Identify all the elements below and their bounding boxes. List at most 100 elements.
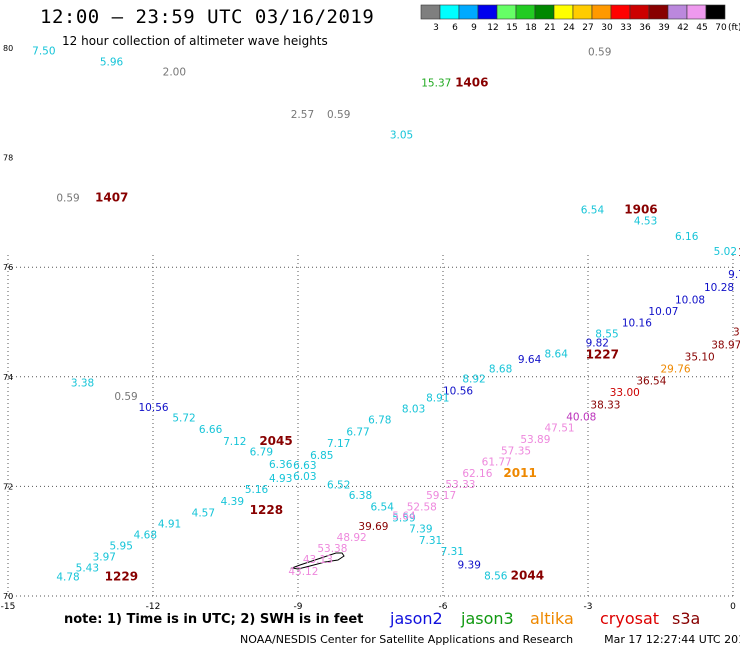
lon-tick-label: -15 [1, 602, 16, 612]
wave-height-label: 0.59 [56, 192, 79, 204]
wave-height-label: 3.38 [71, 378, 94, 390]
legend-label: 33 [620, 23, 631, 33]
lat-tick-label: 70 [3, 592, 13, 601]
wave-height-label: 4.91 [158, 519, 181, 531]
pass-time-label: 1906 [624, 202, 657, 216]
satellite-label-jason3: jason3 [461, 609, 514, 628]
lon-tick-label: -3 [584, 602, 593, 612]
wave-height-label: 10.16 [622, 317, 652, 329]
wave-height-label: 43.12 [288, 566, 318, 578]
wave-height-label: 6.36 [269, 459, 293, 471]
credit-text: NOAA/NESDIS Center for Satellite Applica… [240, 633, 574, 646]
wave-height-label: 4.68 [134, 529, 157, 541]
wave-height-label: 6.38 [349, 490, 372, 502]
legend-label: 36 [639, 23, 651, 33]
wave-height-label: 7.50 [32, 46, 55, 58]
lat-tick-label: 74 [3, 373, 13, 382]
satellite-label-jason2: jason2 [390, 609, 443, 628]
note-text: note: 1) Time is in UTC; 2) SWH is in fe… [64, 612, 364, 627]
wave-height-label: 7.17 [327, 438, 350, 450]
legend-label: 12 [487, 23, 498, 33]
wave-height-label: 2.57 [291, 109, 314, 121]
wave-height-label: 0.59 [588, 47, 611, 59]
wave-height-label: 6.79 [250, 447, 273, 459]
legend-label: 18 [525, 23, 537, 33]
legend-swatch [705, 4, 726, 20]
wave-height-label: 47.51 [545, 423, 575, 435]
wave-height-label: 6.63 [293, 460, 316, 472]
pass-time-label: 1229 [105, 570, 138, 584]
legend-label: 45 [696, 23, 707, 33]
wave-height-label: 8.64 [545, 349, 569, 361]
wave-height-label: 5.59 [392, 512, 415, 524]
wave-height-label: 6.54 [371, 502, 395, 514]
wave-height-label: 7.39 [409, 523, 432, 535]
satellite-label-cryosat: cryosat [600, 609, 660, 628]
wave-height-label: 10.28 [704, 282, 734, 294]
legend-label: 6 [452, 23, 458, 33]
satellite-label-s3a: s3a [672, 609, 701, 628]
pass-time-label: 2044 [511, 569, 544, 583]
wave-height-label: 7.12 [223, 436, 246, 448]
wave-height-label: 38.97 [711, 339, 740, 351]
wave-height-label: 38.33 [590, 400, 620, 412]
wave-height-label: 4.57 [192, 508, 215, 520]
wave-height-label: 6.54 [581, 204, 605, 216]
wave-height-label: 43.13 [303, 554, 333, 566]
wave-height-label: 9.39 [458, 560, 481, 572]
wave-height-label: 3.05 [390, 129, 413, 141]
footer-credit: NOAA/NESDIS Center for Satellite Applica… [240, 633, 740, 646]
wave-height-label: 8.03 [402, 403, 425, 415]
wave-height-label: 10.08 [675, 294, 705, 306]
wave-height-label: 5.72 [172, 413, 195, 425]
wave-height-label: 6.66 [199, 424, 223, 436]
wave-height-label: 8.91 [426, 392, 449, 404]
wave-height-label: 39.69 [358, 521, 388, 533]
pass-time-label: 1227 [586, 348, 619, 362]
satellite-label-altika: altika [530, 609, 574, 628]
wave-height-label: 9.64 [518, 354, 542, 366]
wave-height-label: 8.68 [489, 363, 512, 375]
legend-label: 15 [506, 23, 517, 33]
wave-height-label: 8.92 [462, 373, 485, 385]
legend-unit: (ft) [728, 23, 740, 33]
legend-label: 39 [658, 23, 670, 33]
wave-height-label: 35.10 [685, 351, 715, 363]
legend-label: 9 [471, 23, 477, 33]
wave-height-label: 4.93 [269, 473, 292, 485]
wave-height-label: 15.37 [421, 77, 451, 89]
wave-height-label: 3 [733, 327, 740, 339]
legend-label: 21 [544, 23, 555, 33]
wave-height-label: 4.53 [634, 215, 657, 227]
timestamp-text: Mar 17 12:27:44 UTC 2019 [604, 633, 740, 646]
wave-height-label: 61.77 [482, 457, 512, 469]
wave-height-label: 3.97 [93, 551, 116, 563]
chart-subtitle: 12 hour collection of altimeter wave hei… [62, 34, 328, 48]
wave-height-label: 62.16 [462, 468, 492, 480]
wave-height-label: 6.03 [293, 471, 316, 483]
wave-height-label: 0.59 [114, 391, 137, 403]
lon-tick-label: 0 [730, 602, 736, 612]
wave-height-label: 57.35 [501, 446, 531, 458]
wave-height-label: 10.07 [648, 306, 678, 318]
pass-time-label: 1406 [455, 75, 488, 89]
wave-height-label: 29.76 [661, 363, 691, 375]
wave-height-label: 53.33 [445, 479, 475, 491]
wave-height-label: 4.39 [221, 496, 244, 508]
wave-height-label: 5.16 [245, 484, 269, 496]
wave-height-label: 5.95 [110, 540, 133, 552]
pass-time-label: 1407 [95, 190, 128, 204]
wave-height-label: 0.59 [327, 109, 350, 121]
wave-height-label: 5.02 [714, 246, 737, 258]
legend-label: 42 [677, 23, 688, 33]
wave-height-label: 33.00 [610, 387, 640, 399]
wave-height-label: 4.78 [56, 572, 79, 584]
wave-height-label: 8.55 [595, 328, 618, 340]
wave-height-label: 52.58 [407, 502, 437, 514]
wave-height-label: 9.82 [586, 338, 609, 350]
wave-height-label: 6.85 [310, 450, 333, 462]
wave-height-label: 36.54 [636, 375, 666, 387]
